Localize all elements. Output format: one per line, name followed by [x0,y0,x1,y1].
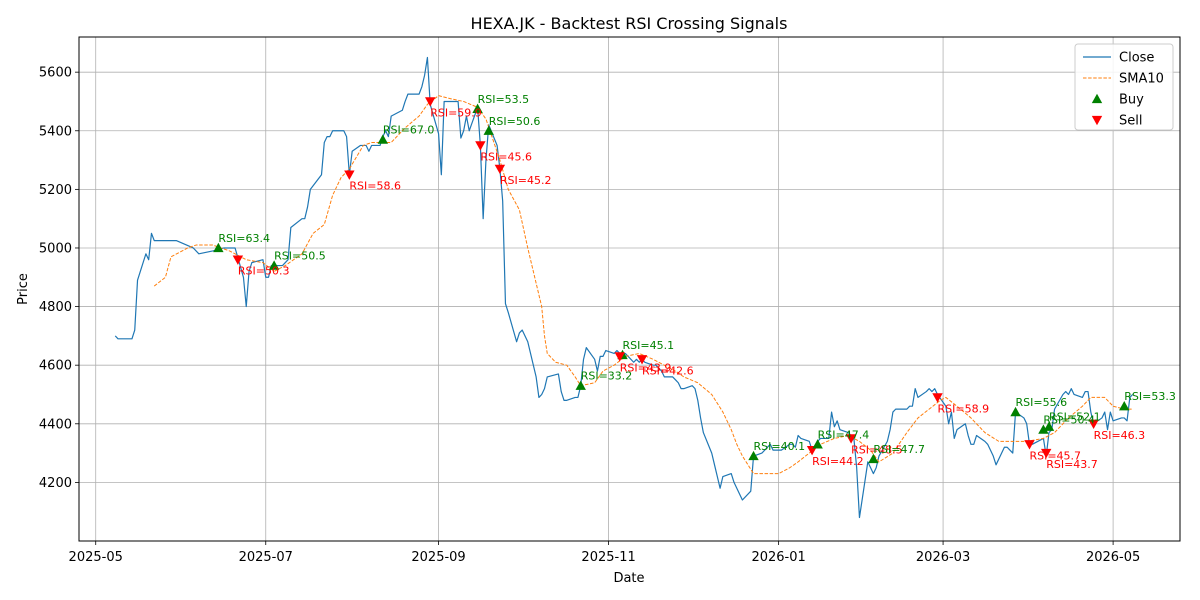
sell-marker [1024,440,1035,450]
y-tick-label: 5400 [39,124,72,139]
buy-annotation: RSI=63.4 [218,232,270,245]
y-tick-label: 4600 [39,359,72,374]
sell-annotation: RSI=45.7 [1029,449,1081,462]
y-axis: 4200 4400 4600 4800 5000 5200 5400 5600 [39,66,79,491]
buy-marker [1119,401,1130,411]
buy-annotation: RSI=45.1 [623,339,675,352]
chart-title: HEXA.JK - Backtest RSI Crossing Signals [471,14,788,33]
sell-annotation: RSI=46.3 [1094,429,1146,442]
buy-annotation: RSI=50.4 [1043,414,1095,427]
buy-marker [1038,424,1049,434]
sell-marker [344,170,355,180]
sell-annotation: RSI=45.2 [500,174,552,187]
sell-annotation: RSI=45.6 [480,150,532,163]
legend-label-sma10: SMA10 [1119,72,1164,87]
sell-marker [475,141,486,151]
legend-swatch-sell [1091,115,1103,126]
y-axis-label: Price [16,273,31,305]
plot-frame [78,36,1181,542]
y-tick-label: 4800 [39,300,72,315]
y-tick-label: 4400 [39,417,72,432]
buy-marker [748,450,759,461]
x-tick-label: 2025-07 [239,550,293,565]
legend: Close SMA10 Buy Sell [1074,43,1174,131]
sell-annotation: RSI=48.5 [851,443,903,456]
sell-annotation: RSI=42.6 [642,364,694,377]
buy-marker [472,103,483,113]
sell-annotation: RSI=58.9 [938,402,990,415]
y-tick-label: 5600 [39,66,72,81]
sell-marker [232,255,244,265]
buy-marker [812,439,823,449]
buy-annotation: RSI=67.0 [383,124,435,137]
sell-marker [494,164,506,175]
sell-annotation: RSI=43.9 [620,361,672,374]
sell-marker [425,97,436,107]
x-tick-label: 2026-01 [751,550,805,565]
buy-marker [1043,421,1055,431]
sell-marker [845,434,857,444]
y-tick-label: 5000 [39,241,72,256]
buy-marker [268,260,280,270]
legend-swatch-buy [1091,93,1103,104]
buy-annotation: RSI=50.5 [274,250,326,263]
buy-marker [1010,406,1021,417]
sell-annotation: RSI=50.3 [238,265,290,278]
x-axis-label: Date [613,571,644,586]
sell-marker [614,352,625,362]
y-tick-label: 4200 [39,476,72,491]
buy-annotation: RSI=47.7 [873,443,925,456]
x-tick-label: 2025-09 [411,550,465,565]
sell-marker [1088,419,1099,429]
sell-annotation: RSI=59.9 [430,106,482,119]
y-tick-label: 5200 [39,183,72,198]
sell-annotation: RSI=44.2 [812,455,864,468]
buy-marker [483,125,494,135]
sell-marker [1041,448,1052,459]
plot-area: RSI=63.4 RSI=50.3 RSI=50.5 RSI=58.6 RSI=67.0… [114,56,1176,519]
buy-annotation: RSI=33.2 [581,370,633,383]
legend-label-sell: Sell [1119,114,1142,129]
grid [79,37,1180,541]
buy-marker [377,134,389,144]
buy-annotation: RSI=55.6 [1016,396,1068,409]
legend-label-close: Close [1119,51,1154,66]
x-tick-label: 2025-11 [581,550,635,565]
sell-marker [932,393,943,403]
sell-annotation: RSI=43.7 [1046,458,1098,471]
x-tick-label: 2026-05 [1086,550,1140,565]
legend-label-buy: Buy [1119,93,1144,108]
x-tick-label: 2025-05 [69,550,123,565]
buy-annotation: RSI=52.1 [1049,411,1101,424]
buy-annotation: RSI=53.3 [1124,390,1176,403]
series-line-close [114,56,1134,519]
x-tick-label: 2026-03 [916,550,970,565]
buy-annotation: RSI=50.6 [489,115,541,128]
buy-marker [868,453,879,464]
buy-marker [575,380,586,390]
sell-marker [636,355,648,365]
legend-box [1074,43,1174,131]
buy-annotation: RSI=53.5 [478,93,530,106]
sell-annotation: RSI=58.6 [349,180,401,193]
buy-annotation: RSI=47.4 [818,428,870,441]
buy-annotation: RSI=40.1 [754,440,806,453]
x-axis: 2025-05 2025-07 2025-09 2025-11 2026-01 2026-… [69,541,1140,565]
buy-marker [213,242,224,253]
